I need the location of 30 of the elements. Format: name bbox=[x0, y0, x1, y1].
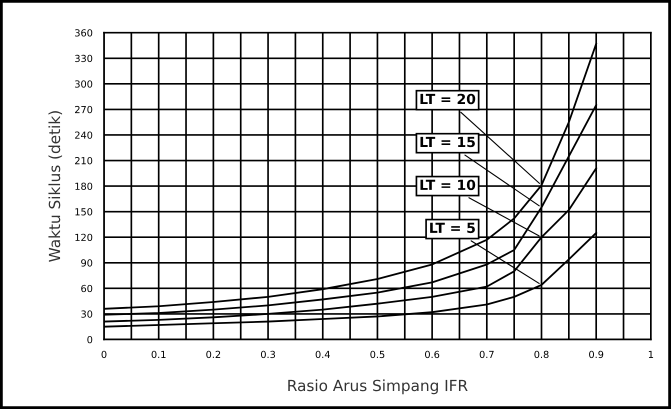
y-tick-label: 180 bbox=[75, 182, 92, 190]
x-tick-label: 0.3 bbox=[260, 350, 276, 358]
y-tick-label: 240 bbox=[75, 131, 92, 139]
x-tick-label: 0.7 bbox=[480, 350, 494, 358]
x-tick-label: 0.5 bbox=[370, 350, 384, 358]
y-tick-label: 270 bbox=[75, 106, 92, 114]
y-tick-label: 330 bbox=[75, 54, 92, 62]
y-tick-label: 0 bbox=[87, 336, 92, 344]
x-axis-title: Rasio Arus Simpang IFR bbox=[288, 379, 468, 394]
y-tick-label: 210 bbox=[75, 157, 92, 164]
x-tick-label: 1 bbox=[648, 350, 654, 358]
y-tick-label: 120 bbox=[75, 234, 92, 242]
y-tick-label: 150 bbox=[75, 208, 92, 216]
x-tick-label: 0.2 bbox=[206, 350, 220, 358]
y-tick-label: 30 bbox=[81, 310, 92, 318]
y-axis-title: Waktu Siklus (detik) bbox=[48, 111, 62, 262]
y-tick-label: 90 bbox=[81, 259, 92, 267]
y-tick-label: 300 bbox=[75, 80, 92, 88]
x-tick-label: 0.8 bbox=[534, 350, 549, 358]
x-tick-label: 0.1 bbox=[152, 350, 166, 358]
y-tick-label: 60 bbox=[81, 284, 92, 292]
text: LT = 10 bbox=[420, 180, 476, 190]
x-tick-label: 0 bbox=[102, 350, 106, 358]
x-tick-label: 0.6 bbox=[425, 350, 440, 358]
text: LT = 20 bbox=[420, 94, 476, 104]
x-tick-label: 0.9 bbox=[589, 350, 604, 358]
x-tick-label: 0.4 bbox=[316, 350, 330, 358]
y-tick-label: 360 bbox=[75, 29, 92, 37]
text: LT = 15 bbox=[420, 136, 475, 148]
text: LT = 5 bbox=[430, 222, 475, 234]
